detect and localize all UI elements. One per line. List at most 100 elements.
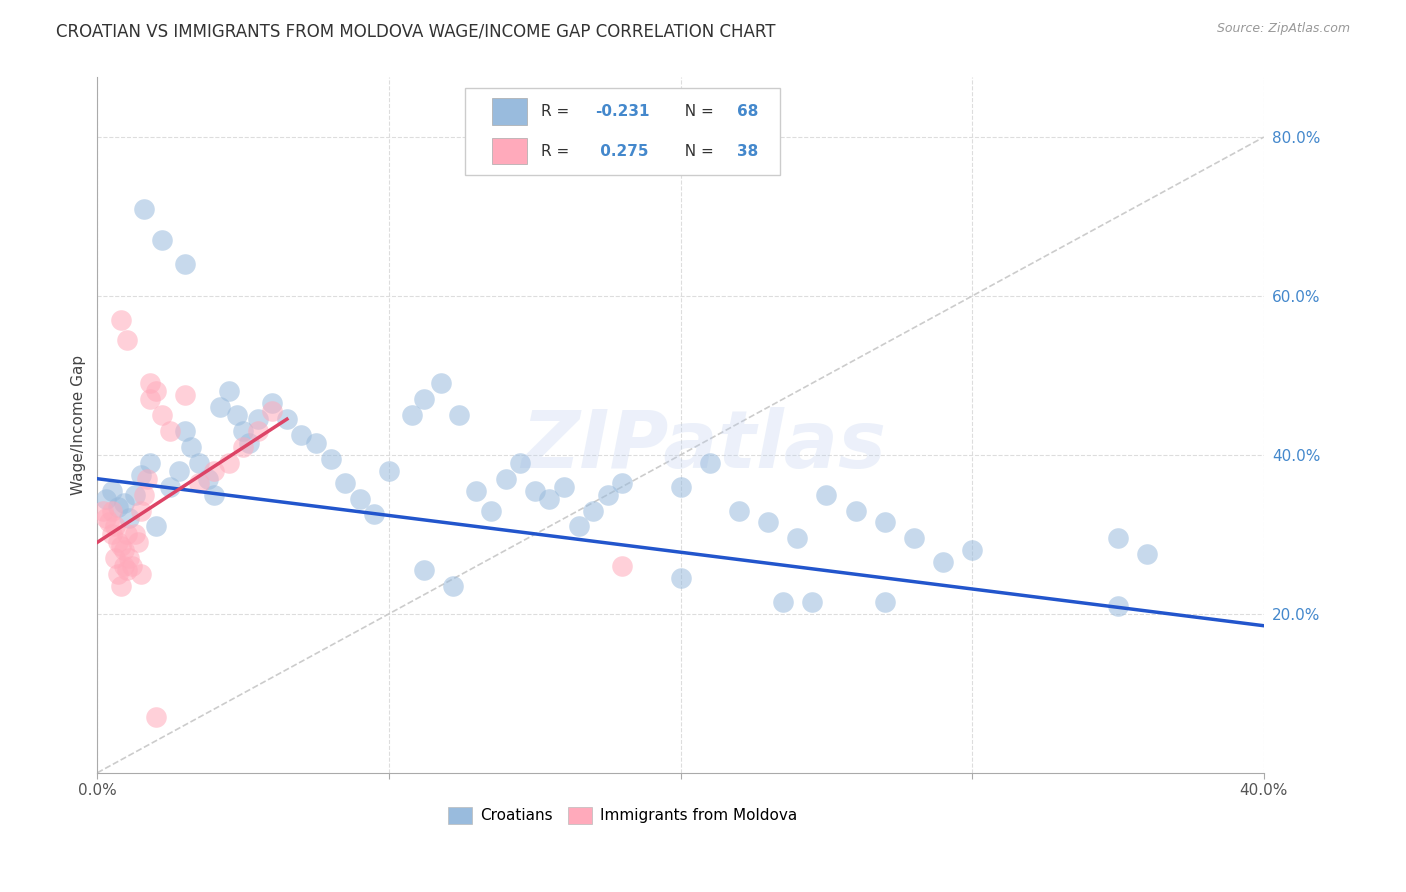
Point	[180, 440, 202, 454]
Point	[107, 567, 129, 582]
Point	[150, 233, 173, 247]
Point	[110, 539, 132, 553]
Point	[1107, 599, 1129, 613]
Point	[699, 456, 721, 470]
Point	[121, 559, 143, 574]
Point	[262, 396, 284, 410]
Point	[246, 424, 269, 438]
Point	[129, 467, 152, 482]
Point	[262, 404, 284, 418]
Text: 68: 68	[737, 104, 758, 119]
Point	[94, 511, 117, 525]
Point	[582, 503, 605, 517]
Point	[612, 559, 634, 574]
FancyBboxPatch shape	[492, 98, 527, 125]
Point	[202, 464, 225, 478]
Point	[129, 567, 152, 582]
Text: N =: N =	[675, 104, 718, 119]
Text: R =: R =	[541, 144, 574, 159]
Text: ZIPatlas: ZIPatlas	[522, 407, 886, 485]
Point	[553, 480, 575, 494]
Point	[509, 456, 531, 470]
Point	[465, 483, 488, 498]
Point	[1107, 532, 1129, 546]
Point	[349, 491, 371, 506]
FancyBboxPatch shape	[492, 138, 527, 164]
Point	[150, 408, 173, 422]
Y-axis label: Wage/Income Gap: Wage/Income Gap	[72, 355, 86, 495]
Point	[932, 555, 955, 569]
Text: Source: ZipAtlas.com: Source: ZipAtlas.com	[1216, 22, 1350, 36]
Point	[305, 436, 328, 450]
Point	[101, 503, 124, 517]
Point	[136, 472, 159, 486]
Point	[188, 475, 211, 490]
Point	[115, 333, 138, 347]
Point	[538, 491, 561, 506]
Point	[188, 456, 211, 470]
Point	[441, 579, 464, 593]
Point	[173, 424, 195, 438]
Point	[567, 519, 589, 533]
Point	[447, 408, 470, 422]
Point	[1136, 547, 1159, 561]
FancyBboxPatch shape	[465, 88, 780, 175]
Text: N =: N =	[675, 144, 718, 159]
Text: R =: R =	[541, 104, 574, 119]
Point	[430, 376, 453, 391]
Point	[319, 451, 342, 466]
Point	[118, 511, 141, 525]
Point	[107, 500, 129, 514]
Text: -0.231: -0.231	[596, 104, 650, 119]
Point	[145, 384, 167, 399]
Point	[903, 532, 925, 546]
Text: CROATIAN VS IMMIGRANTS FROM MOLDOVA WAGE/INCOME GAP CORRELATION CHART: CROATIAN VS IMMIGRANTS FROM MOLDOVA WAGE…	[56, 22, 776, 40]
Point	[363, 508, 385, 522]
Point	[226, 408, 249, 422]
Point	[479, 503, 502, 517]
Point	[238, 436, 260, 450]
Point	[669, 571, 692, 585]
Point	[612, 475, 634, 490]
Point	[873, 516, 896, 530]
Point	[728, 503, 751, 517]
Point	[94, 491, 117, 506]
Point	[232, 424, 254, 438]
Text: 38: 38	[737, 144, 758, 159]
Point	[495, 472, 517, 486]
Point	[110, 579, 132, 593]
Point	[290, 428, 312, 442]
Point	[101, 527, 124, 541]
Point	[139, 376, 162, 391]
Point	[124, 488, 146, 502]
Point	[104, 551, 127, 566]
Point	[132, 488, 155, 502]
Point	[413, 392, 436, 407]
Point	[786, 532, 808, 546]
Point	[218, 456, 240, 470]
Point	[378, 464, 401, 478]
Point	[167, 464, 190, 478]
Text: 0.275: 0.275	[596, 144, 650, 159]
Point	[110, 313, 132, 327]
Point	[91, 503, 114, 517]
Point	[873, 595, 896, 609]
Point	[139, 456, 162, 470]
Point	[124, 527, 146, 541]
Point	[145, 519, 167, 533]
Point	[276, 412, 298, 426]
Point	[101, 483, 124, 498]
Point	[112, 543, 135, 558]
Legend: Croatians, Immigrants from Moldova: Croatians, Immigrants from Moldova	[447, 806, 797, 824]
Point	[173, 388, 195, 402]
Point	[107, 535, 129, 549]
Point	[202, 488, 225, 502]
Point	[246, 412, 269, 426]
Point	[596, 488, 619, 502]
Point	[845, 503, 868, 517]
Point	[173, 257, 195, 271]
Point	[218, 384, 240, 399]
Point	[401, 408, 423, 422]
Point	[197, 472, 219, 486]
Point	[115, 527, 138, 541]
